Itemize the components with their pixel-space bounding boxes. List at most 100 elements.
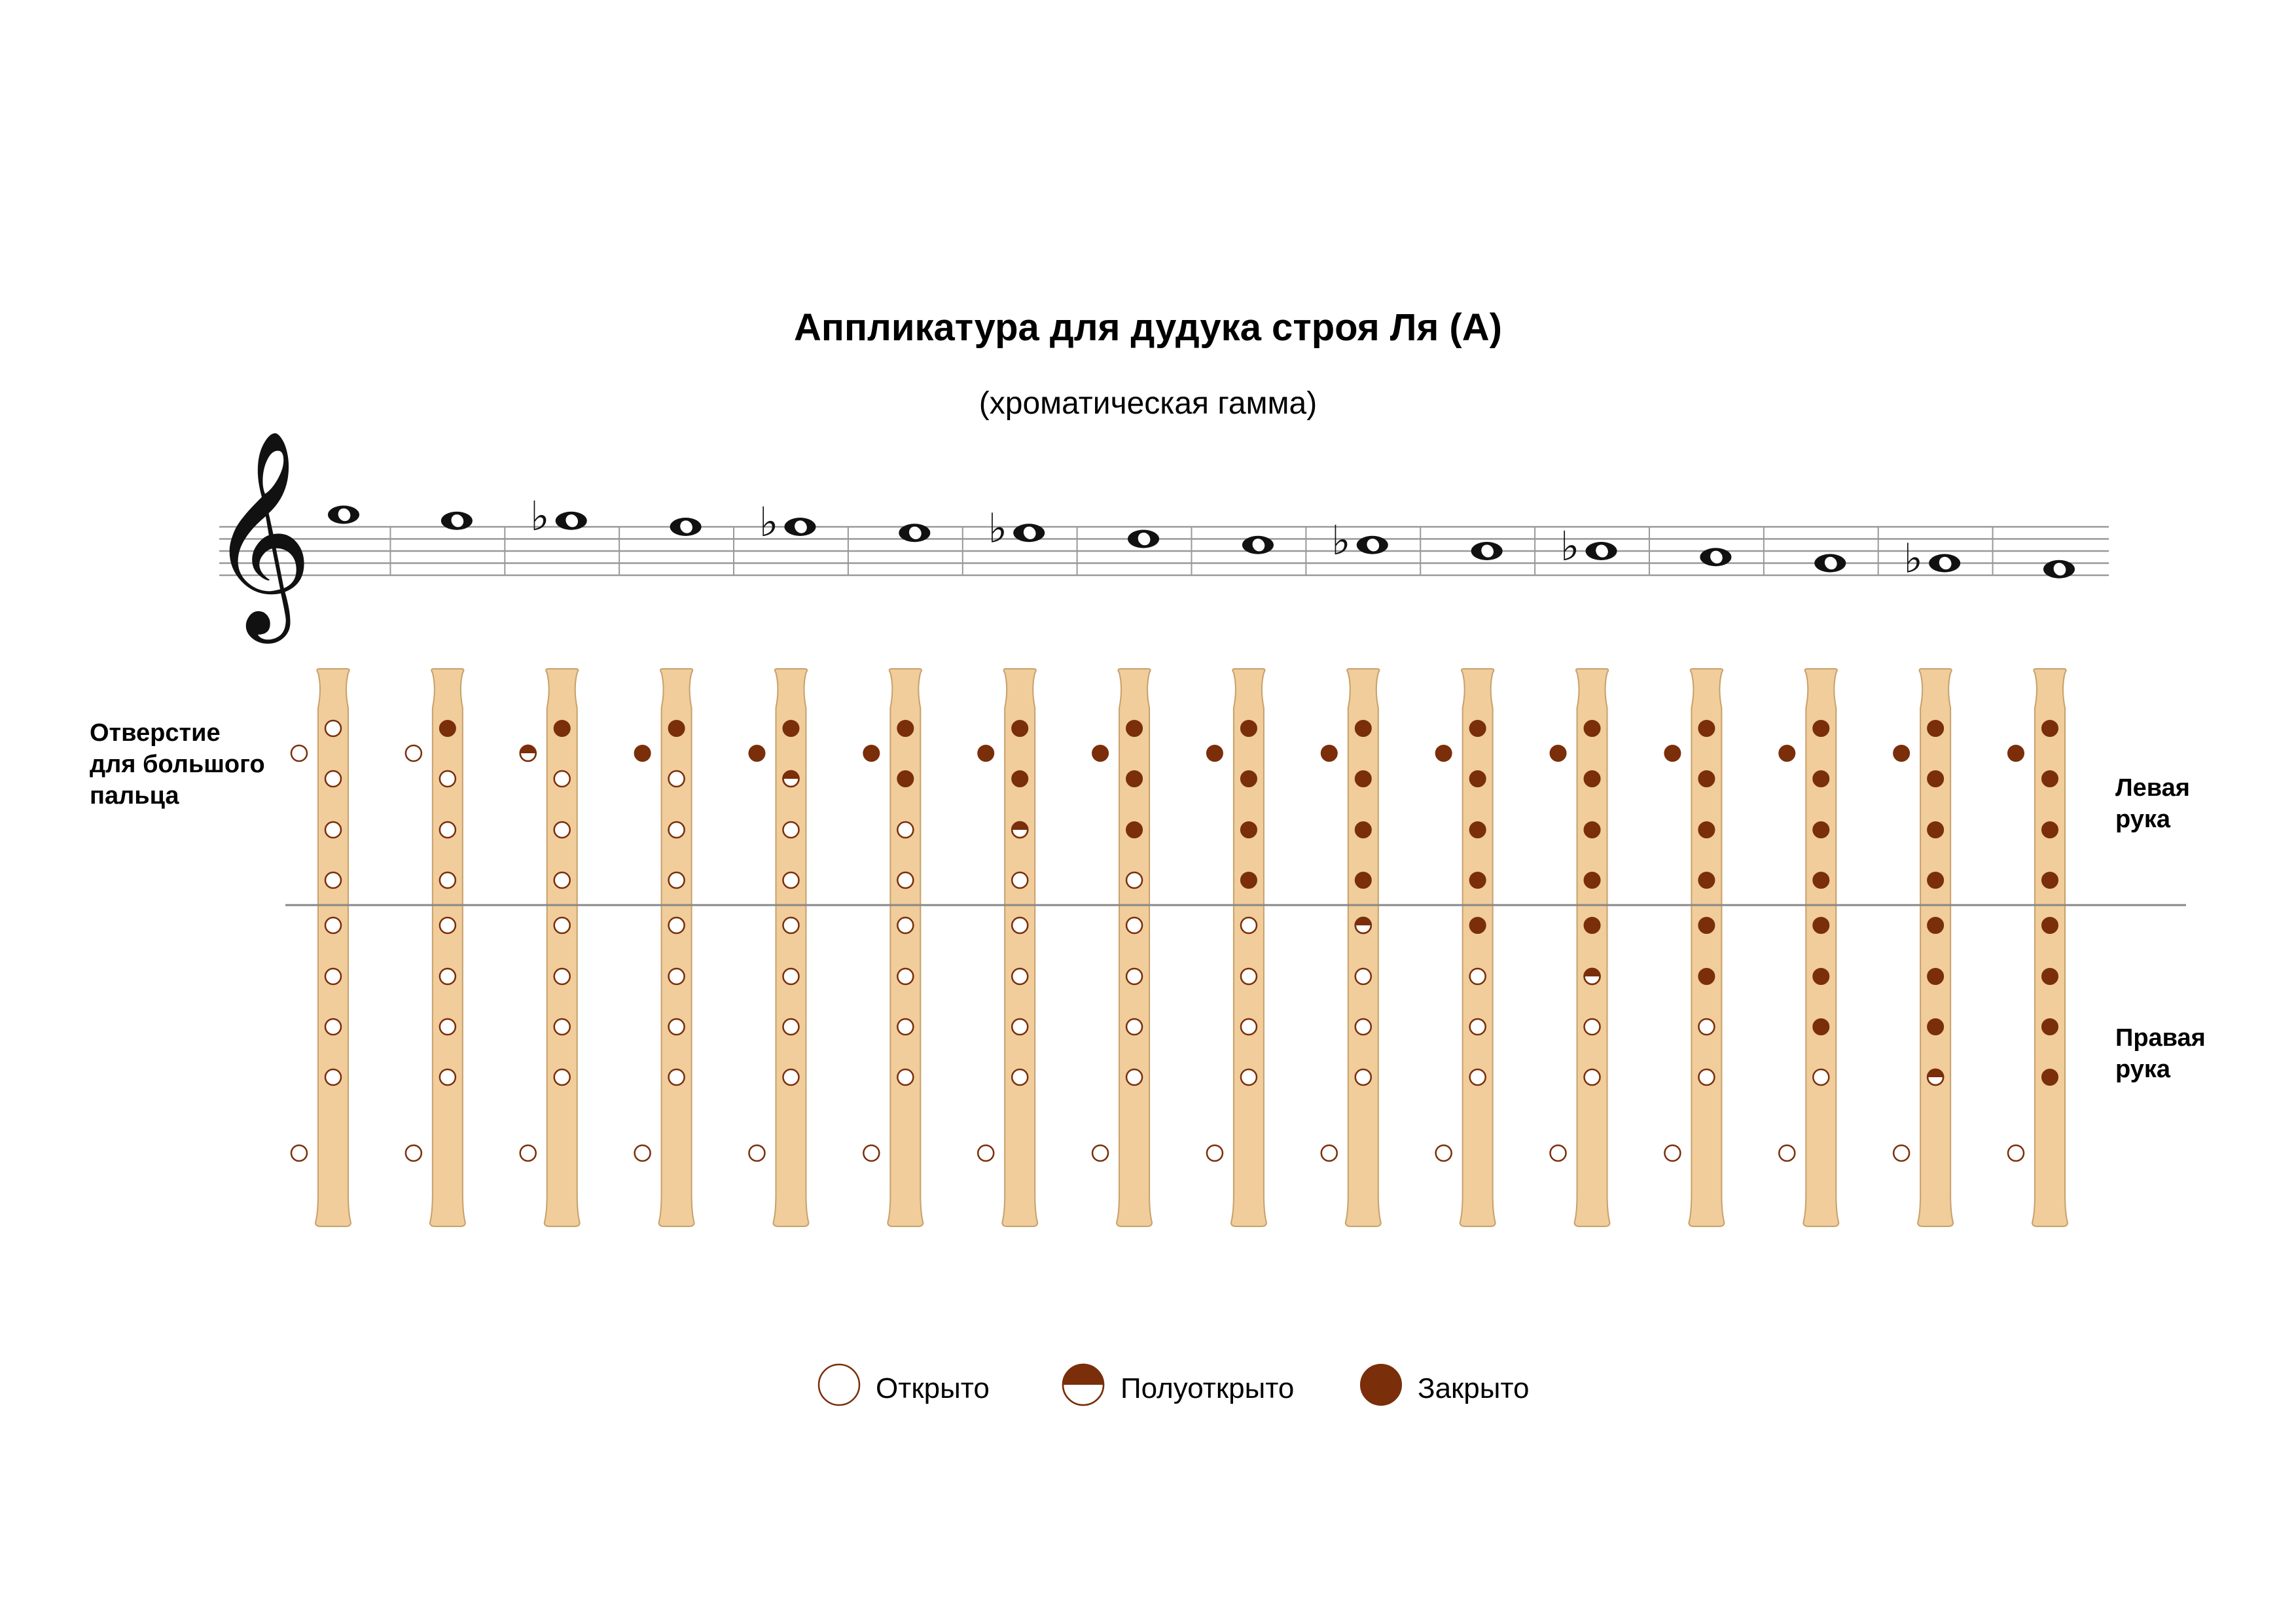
whole-note: [440, 511, 473, 530]
left-hand-label: Левая рука: [2115, 774, 2197, 833]
finger-hole: [1011, 916, 1029, 935]
legend: Открыто Полуоткрыто Закрыто: [817, 1363, 1530, 1406]
finger-hole: [782, 916, 800, 935]
finger-hole: [1698, 968, 1715, 985]
bottom-hole: [1206, 1144, 1224, 1162]
flat-sign-icon: ♭: [1904, 535, 1923, 582]
finger-hole: [668, 1018, 685, 1036]
whole-note: [1128, 529, 1160, 548]
fingering-column: [1320, 668, 1382, 1227]
flat-sign-icon: ♭: [1560, 522, 1579, 570]
finger-hole: [553, 720, 571, 737]
thumb-hole: [1778, 745, 1796, 762]
thumb-hole: [748, 745, 766, 762]
flat-sign-icon: ♭: [1331, 516, 1350, 564]
fingering-column: [977, 668, 1039, 1227]
finger-hole: [1354, 916, 1372, 935]
bottom-hole: [1549, 1144, 1567, 1162]
thumb-hole: [634, 745, 651, 762]
bottom-hole: [1664, 1144, 1681, 1162]
staff-lines: [219, 526, 2109, 577]
finger-hole: [668, 871, 685, 889]
finger-hole: [1240, 770, 1257, 787]
finger-hole: [668, 720, 685, 737]
finger-hole: [1125, 871, 1143, 889]
finger-hole: [1240, 1068, 1258, 1086]
finger-hole: [439, 1068, 457, 1086]
finger-hole: [324, 967, 342, 986]
half-open-hole-icon: [1062, 1363, 1105, 1406]
finger-hole: [1011, 770, 1029, 787]
finger-hole: [1126, 770, 1143, 787]
finger-hole: [1469, 720, 1486, 737]
thumb-hole: [977, 745, 995, 762]
finger-hole: [1354, 821, 1372, 838]
finger-hole: [1011, 967, 1029, 986]
note-head-hollow: [1596, 544, 1608, 558]
whole-note: ♭: [1331, 516, 1388, 564]
bottom-hole: [2007, 1144, 2025, 1162]
finger-hole: [324, 1068, 342, 1086]
duduk-body: [1344, 668, 1382, 1227]
note-head-hollow: [565, 514, 579, 527]
bottom-hole: [404, 1144, 423, 1162]
finger-hole: [1812, 821, 1830, 838]
duduk-body: [658, 668, 695, 1227]
open-hole-icon: [817, 1363, 861, 1406]
legend-item-half: Полуоткрыто: [1062, 1363, 1294, 1406]
finger-hole: [1126, 821, 1143, 838]
finger-hole: [1469, 821, 1486, 838]
duduk-body: [429, 668, 466, 1227]
flat-sign-icon: ♭: [759, 498, 778, 546]
whole-note: [1814, 554, 1846, 573]
fingering-column: [1091, 668, 1153, 1227]
thumb-hole: [1092, 745, 1109, 762]
thumb-hole: [519, 744, 537, 762]
note-head-hollow: [795, 520, 807, 533]
finger-hole: [439, 967, 457, 986]
whole-note: ♭: [988, 504, 1045, 552]
finger-hole: [324, 821, 342, 839]
duduk-body: [1459, 668, 1496, 1227]
finger-hole: [1812, 1018, 1830, 1035]
thumb-hole: [863, 745, 880, 762]
whole-note: ♭: [759, 498, 816, 546]
finger-hole: [2041, 821, 2058, 838]
fingering-column: [1435, 668, 1496, 1227]
finger-hole: [1926, 1068, 1945, 1086]
whole-note: [1242, 535, 1274, 554]
finger-hole: [782, 871, 800, 889]
finger-hole: [1812, 872, 1830, 889]
finger-hole: [553, 1068, 571, 1086]
finger-hole: [553, 770, 571, 788]
fingering-column: [1549, 668, 1611, 1227]
duduk-body: [1803, 668, 1840, 1227]
note-head-hollow: [1138, 532, 1151, 546]
page-subtitle: (хроматическая гамма): [979, 386, 1317, 421]
legend-item-open: Открыто: [817, 1363, 990, 1406]
finger-hole: [897, 720, 914, 737]
thumb-hole: [1206, 745, 1223, 762]
whole-note: [899, 524, 931, 543]
finger-hole: [1240, 720, 1257, 737]
finger-hole: [1812, 968, 1830, 985]
finger-hole: [1812, 917, 1830, 934]
thumb-hole: [290, 744, 308, 762]
bottom-hole: [863, 1144, 880, 1162]
note-head-hollow: [2053, 563, 2066, 576]
bottom-hole: [1435, 1144, 1452, 1162]
duduk-body: [2031, 668, 2069, 1227]
finger-hole: [1927, 917, 1945, 934]
bottom-hole: [519, 1144, 537, 1162]
duduk-body: [1688, 668, 1725, 1227]
finger-hole: [668, 916, 685, 935]
fingering-column: [863, 668, 924, 1227]
whole-note: ♭: [530, 492, 587, 540]
finger-hole: [1354, 720, 1372, 737]
music-staff: 𝄞 ♭ ♭ ♭ ♭ ♭ ♭: [208, 428, 2109, 645]
finger-hole: [1927, 770, 1945, 787]
thumb-hole: [1664, 745, 1681, 762]
fingering-columns: [290, 668, 2069, 1227]
finger-hole: [1698, 1068, 1715, 1086]
